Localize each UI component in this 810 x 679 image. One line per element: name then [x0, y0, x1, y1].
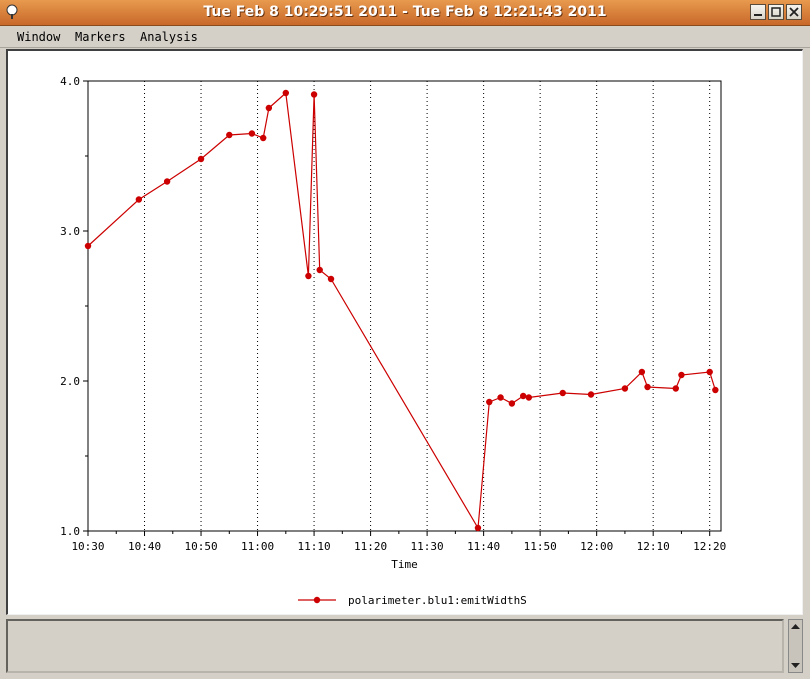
data-point [638, 368, 646, 376]
x-tick-label: 11:30 [411, 540, 444, 553]
maximize-button[interactable] [768, 4, 784, 20]
data-point [644, 383, 651, 391]
x-tick-label: 12:10 [637, 540, 670, 553]
menu-bar: Window Markers Analysis [0, 26, 810, 48]
menu-markers[interactable]: Markers [75, 30, 126, 44]
data-point [260, 134, 267, 142]
data-point [525, 394, 533, 401]
data-point [316, 266, 323, 274]
data-point [587, 391, 595, 398]
y-tick-label: 1.0 [60, 525, 80, 538]
data-point [672, 385, 679, 392]
y-tick-label: 2.0 [60, 375, 80, 388]
minimize-button[interactable] [750, 4, 766, 20]
data-point [248, 130, 256, 137]
data-point [282, 89, 290, 97]
menu-window[interactable]: Window [17, 30, 61, 44]
chart-svg: 10:30 10:40 10:50 11:00 11:10 11:20 11:30 11:40… [60, 75, 726, 607]
legend-label: polarimeter.blu1:emitWidthS [348, 594, 527, 607]
data-point [678, 371, 685, 379]
close-icon [789, 7, 799, 17]
data-point [265, 104, 273, 112]
data-point [327, 275, 335, 283]
x-tick-label: 11:00 [241, 540, 274, 553]
status-area[interactable] [6, 619, 784, 673]
x-tick-label: 10:30 [71, 540, 104, 553]
data-point [559, 389, 566, 397]
chart-panel: 10:30 10:40 10:50 11:00 11:10 11:20 11:30 11:40… [6, 49, 803, 615]
menu-analysis[interactable]: Analysis [140, 30, 198, 44]
x-tick-label: 10:50 [184, 540, 217, 553]
scroll-up-icon[interactable] [790, 621, 801, 632]
data-point [197, 155, 205, 163]
scroll-down-icon[interactable] [790, 660, 801, 671]
x-tick-label: 10:40 [128, 540, 161, 553]
y-tick-label: 3.0 [60, 225, 80, 238]
data-point [474, 524, 482, 532]
y-tick-label: 4.0 [60, 75, 80, 88]
data-point [84, 242, 92, 250]
close-button[interactable] [786, 4, 802, 20]
x-tick-label: 11:40 [467, 540, 500, 553]
x-tick-label: 11:50 [524, 540, 557, 553]
data-point [508, 400, 516, 407]
x-tick-label: 12:00 [580, 540, 613, 553]
data-point [712, 386, 719, 394]
window-titlebar[interactable]: Tue Feb 8 10:29:51 2011 - Tue Feb 8 12:2… [0, 0, 810, 26]
maximize-icon [771, 7, 781, 17]
app-icon[interactable] [4, 4, 20, 20]
window-title: Tue Feb 8 10:29:51 2011 - Tue Feb 8 12:2… [203, 4, 607, 20]
data-point [706, 368, 713, 376]
data-point [486, 398, 493, 406]
data-point [135, 196, 143, 203]
x-tick-label: 12:20 [693, 540, 726, 553]
vertical-scrollbar[interactable] [788, 619, 803, 673]
plot-area [87, 80, 722, 532]
data-point [519, 392, 527, 400]
x-axis-label: Time [391, 558, 418, 571]
data-point [305, 272, 312, 280]
legend-marker [313, 596, 321, 604]
data-point [621, 385, 629, 392]
series-line [87, 91, 716, 530]
minimize-icon [754, 14, 762, 16]
x-tick-label: 11:20 [354, 540, 387, 553]
data-point [310, 91, 318, 98]
data-point [226, 131, 233, 139]
x-tick-label: 11:10 [298, 540, 331, 553]
data-point [163, 178, 171, 185]
data-point [497, 394, 504, 401]
